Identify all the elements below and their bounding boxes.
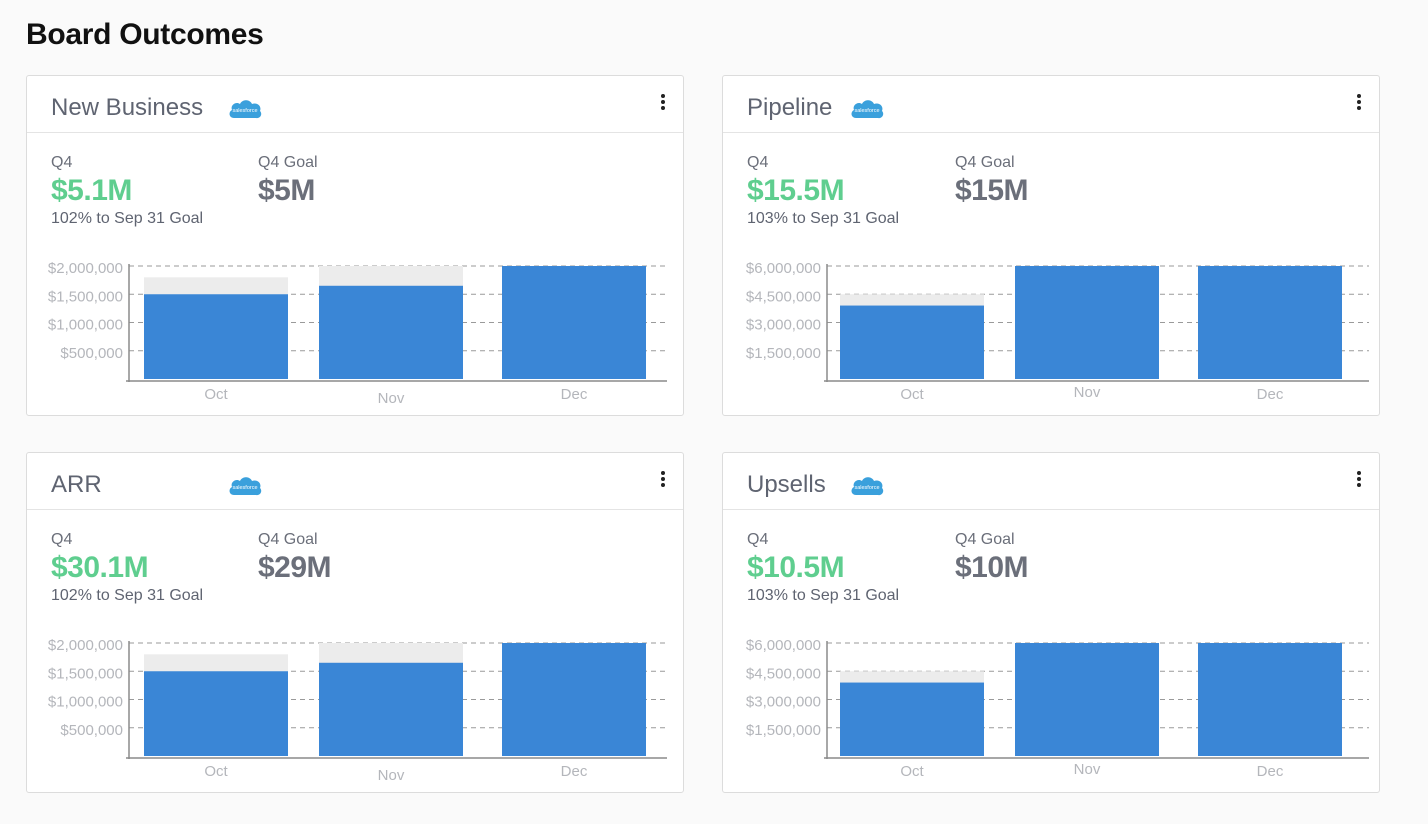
actual-bar-dec [1198, 266, 1342, 379]
card-header: Pipeline salesforce [723, 76, 1379, 133]
y-tick-label: $1,000,000 [48, 317, 123, 334]
actual-bar-oct [144, 294, 288, 379]
q4-value: $30.1M [51, 551, 149, 584]
salesforce-logo-icon: salesforce [851, 477, 884, 496]
actual-bar-dec [502, 643, 646, 756]
q4-value: $10.5M [747, 551, 845, 584]
progress-text: 102% to Sep 31 Goal [51, 587, 204, 604]
page-title: Board Outcomes [26, 18, 264, 51]
more-options-icon[interactable] [1355, 471, 1363, 491]
actual-bar-nov [1015, 266, 1159, 379]
q4-label: Q4 [747, 531, 769, 548]
bar-chart: $6,000,000 $4,500,000 $3,000,000 $1,500,000… [746, 260, 1369, 403]
q4-label: Q4 [747, 154, 769, 171]
y-tick-label: $1,000,000 [48, 694, 123, 711]
y-tick-label: $1,500,000 [746, 345, 821, 362]
q4-goal-value: $29M [258, 551, 332, 584]
progress-text: 102% to Sep 31 Goal [51, 210, 204, 227]
q4-value: $15.5M [747, 174, 845, 207]
x-tick-label: Oct [900, 386, 924, 403]
y-tick-label: $500,000 [60, 345, 123, 362]
x-tick-label: Nov [1074, 761, 1101, 778]
actual-bar-oct [144, 671, 288, 756]
svg-text:salesforce: salesforce [854, 108, 879, 114]
card-header: New Business salesforce [27, 76, 683, 133]
actual-bar-oct [840, 305, 984, 379]
y-tick-label: $4,500,000 [746, 288, 821, 305]
x-tick-label: Dec [561, 763, 588, 780]
x-tick-label: Dec [561, 386, 588, 403]
svg-text:salesforce: salesforce [232, 485, 257, 491]
y-tick-label: $3,000,000 [746, 317, 821, 334]
svg-text:salesforce: salesforce [232, 108, 257, 114]
card-upsells: Upsells salesforce Q4 $10.5M 103% to Sep… [722, 452, 1380, 793]
x-tick-label: Dec [1257, 386, 1284, 403]
card-arr: ARR salesforce Q4 $30.1M 102% to Sep 31 … [26, 452, 684, 793]
q4-goal-value: $15M [955, 174, 1029, 207]
card-title: Upsells [747, 471, 826, 498]
y-tick-label: $6,000,000 [746, 637, 821, 654]
salesforce-logo-icon: salesforce [851, 100, 884, 119]
q4-goal-label: Q4 Goal [955, 154, 1015, 171]
more-options-icon[interactable] [1355, 94, 1363, 114]
y-tick-label: $6,000,000 [746, 260, 821, 277]
progress-text: 103% to Sep 31 Goal [747, 210, 900, 227]
x-tick-label: Dec [1257, 763, 1284, 780]
x-tick-label: Nov [378, 390, 405, 407]
card-pipeline: Pipeline salesforce Q4 $15.5M 103% to Se… [722, 75, 1380, 416]
salesforce-logo-icon: salesforce [229, 477, 262, 496]
x-tick-label: Nov [1074, 384, 1101, 401]
y-tick-label: $4,500,000 [746, 665, 821, 682]
actual-bar-dec [1198, 643, 1342, 756]
q4-goal-label: Q4 Goal [955, 531, 1015, 548]
q4-label: Q4 [51, 154, 73, 171]
card-header: ARR salesforce [27, 453, 683, 510]
bar-chart: $2,000,000 $1,500,000 $1,000,000 $500,000 Oc… [48, 637, 667, 784]
card-header: Upsells salesforce [723, 453, 1379, 510]
more-options-icon[interactable] [659, 471, 667, 491]
y-tick-label: $500,000 [60, 722, 123, 739]
y-tick-label: $1,500,000 [746, 722, 821, 739]
y-tick-label: $2,000,000 [48, 637, 123, 654]
y-tick-label: $1,500,000 [48, 665, 123, 682]
q4-goal-label: Q4 Goal [258, 531, 318, 548]
actual-bar-nov [319, 662, 463, 756]
actual-bar-nov [1015, 643, 1159, 756]
x-tick-label: Nov [378, 767, 405, 784]
bar-chart: $2,000,000 $1,500,000 $1,000,000 $500,000 Oc… [48, 260, 667, 407]
progress-text: 103% to Sep 31 Goal [747, 587, 900, 604]
q4-label: Q4 [51, 531, 73, 548]
more-options-icon[interactable] [659, 94, 667, 114]
actual-bar-nov [319, 285, 463, 379]
x-tick-label: Oct [204, 763, 228, 780]
q4-goal-value: $5M [258, 174, 315, 207]
card-title: New Business [51, 94, 204, 121]
x-tick-label: Oct [204, 386, 228, 403]
actual-bar-oct [840, 682, 984, 756]
card-new-business: New Business salesforce Q4 $5.1M 102% to… [26, 75, 684, 416]
bar-chart: $6,000,000 $4,500,000 $3,000,000 $1,500,000… [746, 637, 1369, 780]
q4-value: $5.1M [51, 174, 132, 207]
x-tick-label: Oct [900, 763, 924, 780]
svg-text:salesforce: salesforce [854, 485, 879, 491]
salesforce-logo-icon: salesforce [229, 100, 262, 119]
y-tick-label: $3,000,000 [746, 694, 821, 711]
card-title: Pipeline [747, 94, 833, 121]
card-title: ARR [51, 471, 102, 498]
q4-goal-label: Q4 Goal [258, 154, 318, 171]
actual-bar-dec [502, 266, 646, 379]
y-tick-label: $1,500,000 [48, 288, 123, 305]
y-tick-label: $2,000,000 [48, 260, 123, 277]
q4-goal-value: $10M [955, 551, 1029, 584]
